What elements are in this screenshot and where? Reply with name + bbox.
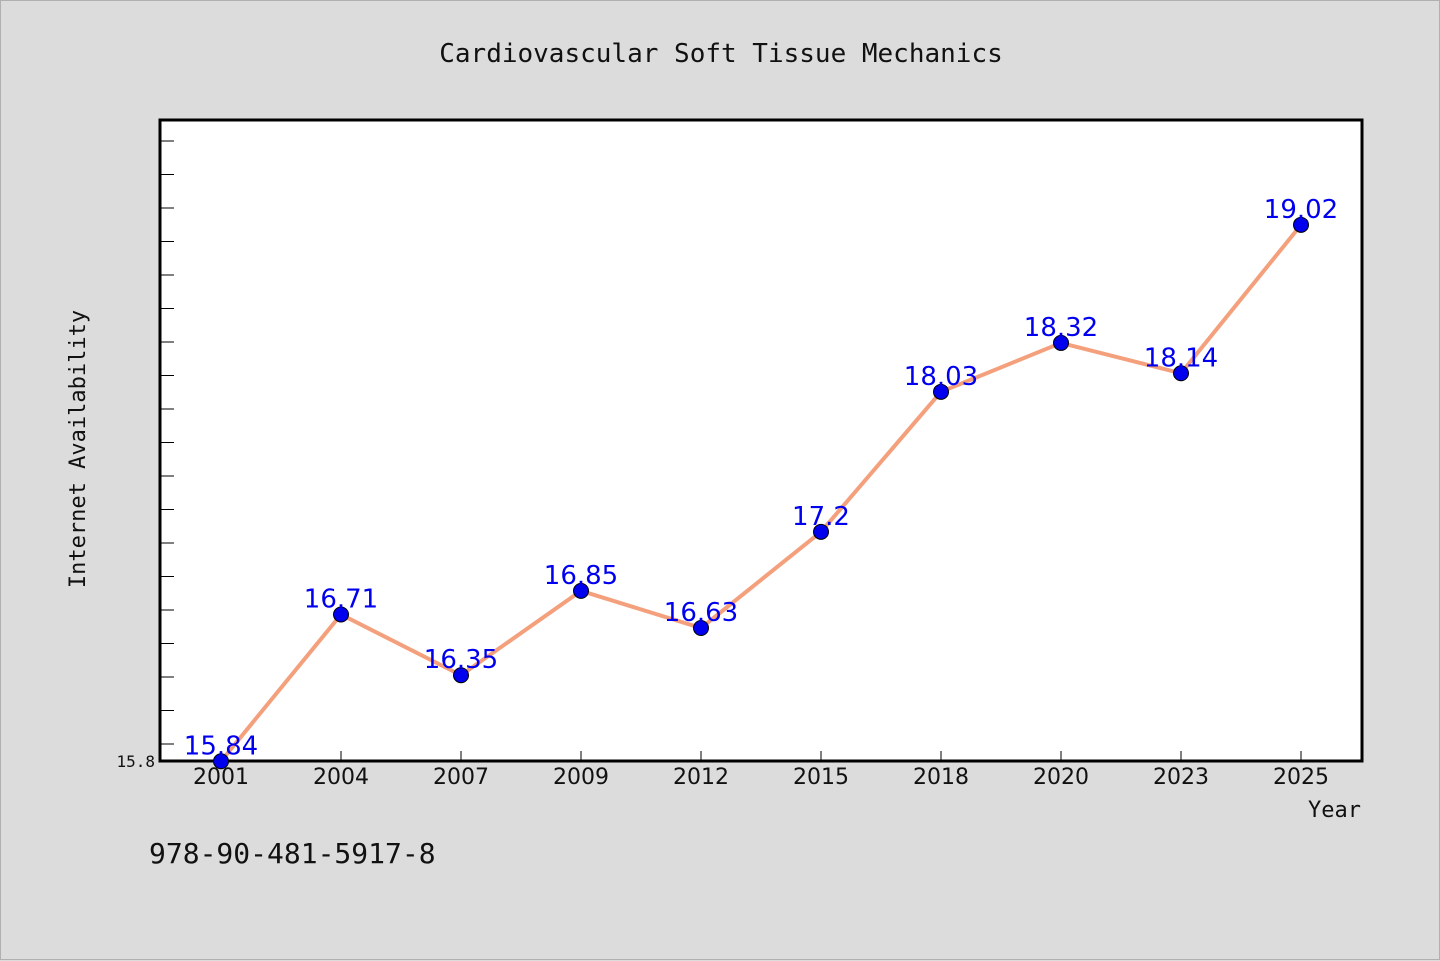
data-label: 15.84 — [184, 731, 258, 761]
data-label: 18.14 — [1144, 343, 1218, 373]
data-label: 16.85 — [544, 561, 618, 591]
data-label: 16.71 — [304, 584, 378, 614]
data-label: 17.2 — [792, 502, 850, 532]
x-tick-label: 2007 — [433, 765, 489, 790]
chart-frame: Cardiovascular Soft Tissue Mechanics 200… — [0, 0, 1440, 960]
line-chart: Cardiovascular Soft Tissue Mechanics 200… — [1, 1, 1440, 961]
data-label: 19.02 — [1264, 195, 1338, 225]
x-tick-label: 2018 — [913, 765, 969, 790]
plot-area — [160, 120, 1362, 761]
x-tick-label: 2009 — [553, 765, 609, 790]
data-label: 16.63 — [664, 598, 738, 628]
y-axis-label: Internet Availability — [66, 310, 91, 588]
data-label: 16.35 — [424, 645, 498, 675]
x-tick-label: 2020 — [1033, 765, 1089, 790]
x-axis-label: Year — [1308, 798, 1361, 823]
data-label: 18.03 — [904, 362, 978, 392]
data-label: 18.32 — [1024, 313, 1098, 343]
isbn-text: 978-90-481-5917-8 — [149, 837, 436, 870]
x-tick-label: 2012 — [673, 765, 729, 790]
x-tick-label: 2015 — [793, 765, 849, 790]
x-tick-label: 2004 — [313, 765, 369, 790]
chart-title: Cardiovascular Soft Tissue Mechanics — [439, 39, 1003, 69]
x-tick-label: 2025 — [1273, 765, 1329, 790]
y-tick-label-min: 15.8 — [116, 752, 155, 771]
x-tick-label: 2023 — [1153, 765, 1209, 790]
